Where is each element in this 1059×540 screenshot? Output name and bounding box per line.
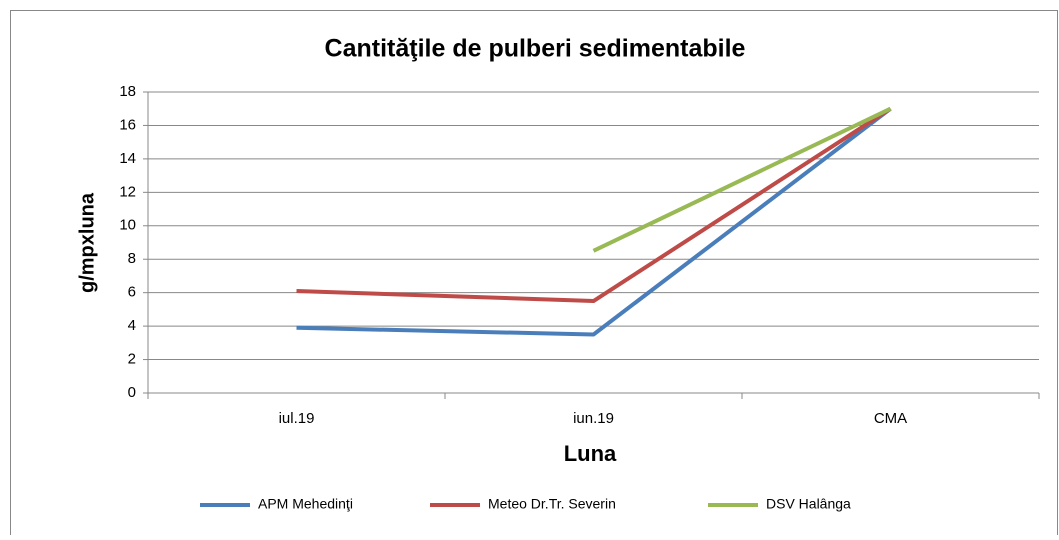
x-tick-label: iul.19 [279,410,315,427]
y-tick-label: 8 [128,250,136,267]
x-tick-label: iun.19 [573,410,614,427]
series-line [592,106,892,253]
y-tick-label: 6 [128,284,136,301]
legend-label: APM Mehedinţi [258,496,353,512]
y-tick-label: 18 [119,83,136,100]
y-tick-label: 16 [119,116,136,133]
x-tick-label: CMA [874,410,907,427]
y-axis-label: g/mpxluna [76,192,98,293]
legend-label: Meteo Dr.Tr. Severin [488,496,616,512]
y-tick-label: 10 [119,217,136,234]
series-line [296,107,892,337]
y-tick-label: 4 [128,317,136,334]
chart-title: Cantităţile de pulberi sedimentabile [325,35,746,63]
series-line [296,107,892,304]
y-tick-label: 0 [128,384,136,401]
chart-frame [10,10,1058,540]
y-tick-label: 14 [119,150,136,167]
x-axis-label: Luna [564,441,617,466]
legend-label: DSV Halânga [766,496,851,512]
y-tick-label: 2 [128,351,136,368]
y-tick-label: 12 [119,183,136,200]
